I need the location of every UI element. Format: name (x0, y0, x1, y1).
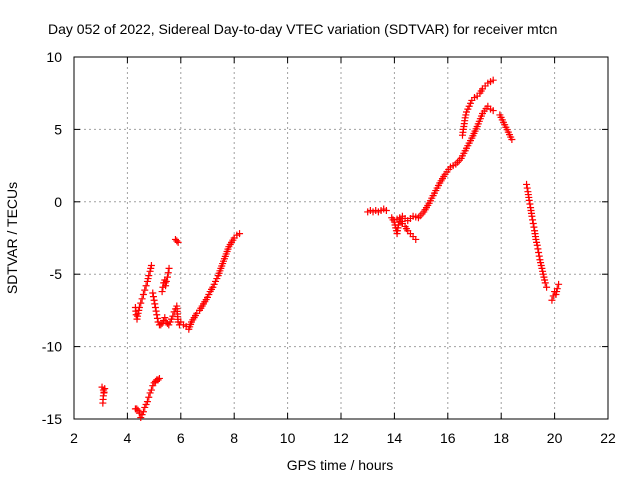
data-point (412, 235, 420, 243)
data-point (157, 321, 165, 329)
data-point (489, 76, 497, 84)
data-point (101, 385, 109, 393)
x-tick-label: 20 (547, 430, 563, 446)
data-point (154, 376, 162, 384)
grid (74, 57, 608, 419)
data-point (529, 216, 537, 224)
data-point (158, 288, 166, 296)
data-point (163, 273, 171, 281)
data-point (523, 184, 531, 192)
series-seg13 (523, 180, 551, 291)
data-point (236, 230, 244, 238)
data-point (174, 238, 182, 246)
data-point (143, 398, 151, 406)
series-seg6 (171, 235, 182, 246)
data-point (528, 212, 536, 220)
data-point (152, 307, 160, 315)
data-point (147, 262, 155, 270)
data-point (553, 285, 561, 293)
data-point (530, 223, 538, 231)
data-point (150, 296, 158, 304)
data-point (535, 252, 543, 260)
data-marks (98, 76, 563, 422)
axis-ticks: 2 4 6 8 10 12 14 16 18 20 22 -15 -10 -5 0 5 10 (42, 49, 616, 446)
series-seg3 (131, 262, 155, 323)
x-tick-label: 4 (124, 430, 132, 446)
y-tick-label: 5 (54, 121, 62, 137)
series-seg4 (149, 289, 185, 329)
data-point (153, 314, 161, 322)
data-point (489, 107, 497, 115)
x-tick-label: 2 (70, 430, 78, 446)
data-point (165, 264, 173, 272)
x-tick-label: 8 (230, 430, 238, 446)
series-seg7 (179, 230, 244, 333)
series-seg2 (131, 374, 163, 422)
data-point (508, 136, 516, 144)
data-point (151, 300, 159, 308)
series-seg10 (393, 102, 497, 225)
data-point (529, 220, 537, 228)
x-axis-label: GPS time / hours (287, 457, 394, 473)
data-point (139, 290, 147, 298)
data-point (525, 196, 533, 204)
series-seg5 (158, 264, 173, 296)
data-point (162, 277, 170, 285)
data-point (541, 279, 549, 287)
series-seg8 (364, 205, 390, 216)
data-point (161, 314, 169, 322)
y-tick-label: 0 (54, 194, 62, 210)
chart-title: Day 052 of 2022, Sidereal Day-to-day VTE… (48, 21, 557, 37)
data-point (523, 180, 531, 188)
data-point (526, 200, 534, 208)
data-point (534, 245, 542, 253)
x-tick-label: 12 (333, 430, 349, 446)
x-tick-label: 14 (387, 430, 403, 446)
y-tick-label: -5 (50, 266, 63, 282)
data-point (555, 280, 563, 288)
data-point (548, 296, 556, 304)
data-point (162, 282, 170, 290)
y-axis-label: SDTVAR / TECUs (4, 182, 20, 294)
data-point (155, 374, 163, 382)
data-point (142, 282, 150, 290)
x-tick-label: 10 (280, 430, 296, 446)
data-point (151, 304, 159, 312)
data-point (139, 408, 147, 416)
data-point (535, 248, 543, 256)
data-point (137, 299, 145, 307)
data-point (133, 405, 141, 413)
data-point (145, 272, 153, 280)
data-point (149, 293, 157, 301)
series-seg1 (98, 383, 109, 407)
data-point (164, 269, 172, 277)
series-seg14 (548, 280, 563, 304)
data-point (153, 311, 161, 319)
series-seg11 (458, 76, 497, 139)
x-tick-label: 18 (493, 430, 509, 446)
y-tick-label: 10 (46, 49, 62, 65)
data-point (149, 289, 157, 297)
data-point (99, 399, 107, 407)
x-tick-label: 22 (600, 430, 616, 446)
data-point (382, 206, 390, 214)
data-point (135, 304, 143, 312)
data-point (100, 388, 108, 396)
data-point (138, 295, 146, 303)
data-point (145, 393, 153, 401)
x-tick-label: 16 (440, 430, 456, 446)
y-tick-label: -15 (42, 411, 62, 427)
data-point (173, 237, 181, 245)
x-tick-label: 6 (177, 430, 185, 446)
data-point (141, 286, 149, 294)
data-point (147, 386, 155, 394)
data-point (543, 283, 551, 291)
y-tick-label: -10 (42, 339, 62, 355)
data-point (533, 241, 541, 249)
series-seg12 (496, 111, 516, 144)
